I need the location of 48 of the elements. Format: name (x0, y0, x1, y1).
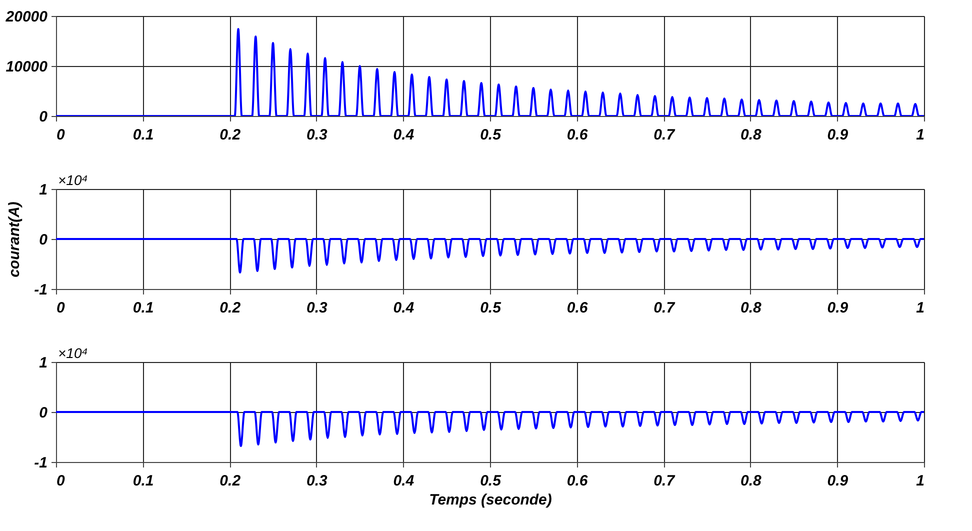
y-axis-title: courant(A) (6, 202, 24, 278)
x-tick-label: 0.9 (827, 126, 849, 144)
y-tick-label: 0 (39, 232, 48, 248)
x-tick-label: 0.7 (654, 300, 676, 316)
x-tick-label: 0.3 (306, 472, 328, 490)
x-tick-label: 0.4 (393, 300, 415, 316)
x-tick-label: 0.9 (827, 472, 849, 490)
x-tick-label: 0.2 (220, 126, 242, 144)
x-tick-label: 0.1 (132, 472, 154, 490)
x-tick-label: 0 (56, 300, 66, 316)
y-tick-label: 0 (39, 108, 48, 126)
y-tick-label: -1 (34, 282, 48, 298)
line-series (56, 238, 924, 274)
x-axis-title: Temps (seconde) (429, 492, 552, 508)
x-tick-label: 0 (56, 472, 66, 490)
x-tick-label: 0.3 (306, 300, 328, 316)
x-tick-label: 0.5 (480, 126, 502, 144)
x-tick-label: 0.8 (740, 126, 762, 144)
x-tick-label: 1 (916, 126, 924, 144)
x-tick-label: 0 (56, 126, 66, 144)
x-tick-label: 1 (916, 300, 924, 316)
x-tick-label: 0.5 (480, 300, 502, 316)
x-tick-label: 1 (916, 472, 924, 490)
x-tick-label: 0.9 (827, 300, 849, 316)
x-tick-label: 0.8 (740, 472, 762, 490)
y-tick-label: 0 (39, 404, 48, 422)
x-tick-label: 0.4 (393, 126, 415, 144)
x-tick-label: 0.1 (132, 126, 154, 144)
x-tick-label: 0.2 (220, 472, 242, 490)
y-tick-label: 10000 (6, 58, 48, 76)
y-tick-label: -1 (34, 454, 48, 472)
x-tick-label: 0.2 (220, 300, 242, 316)
x-tick-label: 0.6 (566, 472, 588, 490)
x-tick-label: 0.7 (654, 472, 676, 490)
x-tick-label: 0.6 (566, 300, 588, 316)
x-tick-label: 0.8 (740, 300, 762, 316)
text: ×10⁴ (58, 172, 88, 188)
y-tick-label: 1 (39, 354, 48, 372)
x-tick-label: 0.1 (132, 300, 154, 316)
line-series (56, 411, 924, 447)
x-tick-label: 0.5 (480, 472, 502, 490)
text: ×10⁴ (58, 345, 88, 361)
y-tick-label: 1 (39, 182, 48, 198)
x-tick-label: 0.7 (654, 126, 676, 144)
x-tick-label: 0.3 (306, 126, 328, 144)
x-tick-label: 0.4 (393, 472, 415, 490)
y-tick-label: 20000 (4, 8, 48, 26)
x-tick-label: 0.6 (566, 126, 588, 144)
